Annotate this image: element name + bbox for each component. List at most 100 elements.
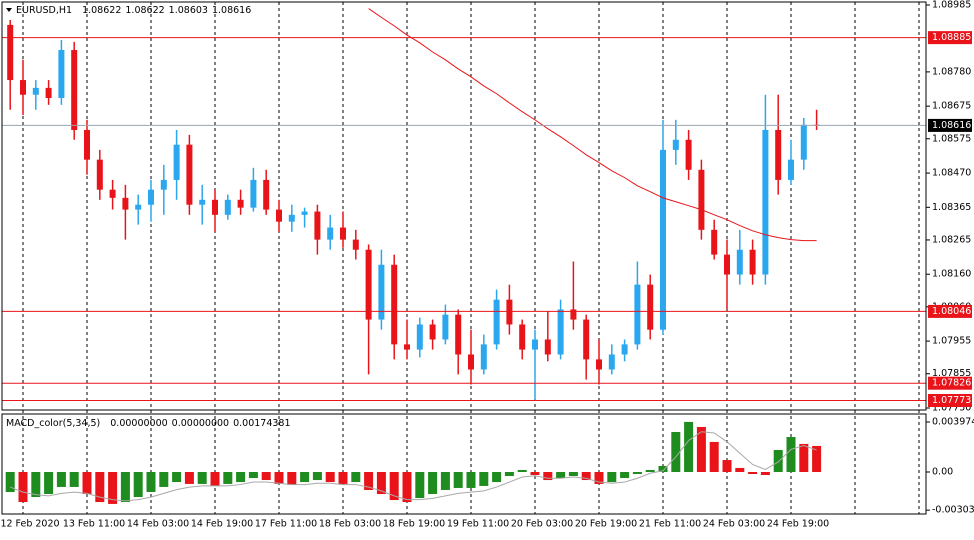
candle-body — [20, 80, 26, 95]
y-tick-label: 0.00 — [932, 466, 953, 477]
macd-plot — [5, 421, 822, 504]
macd-frame — [1, 413, 927, 515]
moving-average — [368, 8, 817, 242]
candle-body — [122, 197, 129, 210]
macd-bar — [376, 471, 386, 494]
macd-bar — [248, 471, 258, 479]
candle-body — [455, 314, 462, 355]
macd-bar — [274, 471, 284, 484]
candle-body — [468, 354, 474, 370]
candle-body — [480, 344, 487, 370]
candle-body — [224, 199, 231, 215]
x-tick-label: 14 Feb 19:00 — [191, 519, 253, 530]
x-tick-label: 24 Feb 03:00 — [703, 519, 765, 530]
macd-bar — [492, 471, 502, 483]
candle-body — [45, 87, 52, 98]
candle-body — [724, 254, 730, 275]
candle-body — [148, 189, 154, 205]
candle-body — [736, 249, 743, 275]
x-tick-label: 24 Feb 19:00 — [767, 519, 829, 530]
macd-bar — [402, 471, 412, 503]
candle-body — [493, 299, 500, 345]
menu-arrow[interactable] — [6, 8, 12, 12]
candle-body — [442, 314, 449, 340]
macd-bar — [620, 471, 630, 479]
macd-bar — [428, 471, 438, 494]
candle-body — [391, 264, 398, 345]
header-value: 0.00000000 — [110, 418, 167, 429]
candle-body — [404, 344, 410, 350]
candle-body — [557, 309, 564, 355]
candle-body — [212, 199, 218, 215]
macd-bar — [466, 471, 476, 488]
macd-bar — [312, 471, 322, 481]
macd-bar — [184, 471, 194, 484]
x-tick-label: 21 Feb 11:00 — [639, 519, 701, 530]
candle-body — [532, 339, 538, 350]
header-value: 0.00000000 — [172, 418, 229, 429]
header-value: 1.08622 — [125, 5, 164, 16]
macd-bar — [530, 471, 540, 476]
macd-bar — [671, 431, 681, 472]
macd-header: MACD_color(5,34,5) 0.00000000 0.00000000 0.… — [6, 418, 291, 429]
candle-body — [135, 204, 142, 210]
candle-body — [519, 324, 526, 350]
macd-bar — [236, 471, 246, 483]
candle-body — [621, 344, 628, 355]
candle-body — [352, 239, 359, 250]
y-tick-label: 1.08575 — [932, 133, 971, 144]
macd-bar — [223, 471, 233, 484]
candle-body — [800, 124, 807, 160]
x-tick-label: 20 Feb 03:00 — [511, 519, 573, 530]
level-tag — [928, 393, 972, 407]
candle-body — [314, 211, 321, 240]
macd-bar — [581, 471, 591, 481]
macd-bar — [95, 471, 105, 503]
macd-bar — [44, 471, 54, 494]
candle-body — [698, 169, 705, 230]
macd-bar — [69, 471, 79, 487]
current-price-tag-label: 1.08616 — [932, 120, 971, 131]
candle-body — [608, 354, 615, 370]
candle-body — [570, 309, 577, 320]
x-tick-label: 17 Feb 11:00 — [255, 519, 317, 530]
candle-body — [263, 179, 270, 210]
y-tick-label: 1.08675 — [932, 101, 971, 112]
header-value: 1.08603 — [169, 5, 208, 16]
macd-bar — [82, 471, 92, 494]
macd-bar — [364, 471, 374, 490]
y-tick-label: 1.07750 — [932, 403, 971, 414]
candle-body — [237, 199, 244, 208]
current-price-tag — [928, 118, 972, 132]
macd-bar — [197, 471, 207, 484]
candle-body — [7, 24, 14, 81]
candle-body — [788, 159, 794, 180]
macd-bar — [261, 471, 271, 481]
macd-bar — [722, 460, 732, 472]
macd-bar — [120, 471, 130, 503]
macd-bar — [108, 471, 118, 504]
candle-body — [634, 284, 641, 345]
macd-bar — [18, 471, 28, 503]
level-tag — [928, 304, 972, 318]
x-tick-label: 18 Feb 19:00 — [383, 519, 445, 530]
level-tag — [928, 31, 972, 45]
candle-body — [365, 249, 372, 320]
candle-body — [84, 129, 90, 160]
candle-body — [506, 299, 513, 325]
macd-bar — [696, 426, 706, 472]
level-tag-label: 1.07773 — [932, 395, 971, 406]
macd-bar — [607, 471, 617, 483]
candle-body — [96, 159, 103, 190]
candle-body — [327, 227, 334, 240]
candle-body — [596, 359, 602, 370]
price-plot — [2, 8, 926, 401]
candle-body — [109, 189, 116, 198]
macd-bar — [146, 471, 156, 492]
symbol-header: EURUSD,H1 1.08622 1.08622 1.08603 1.08616 — [16, 5, 251, 16]
candle-body — [672, 139, 679, 150]
y-tick-label: 0.0039744 — [932, 416, 974, 427]
macd-bar — [760, 471, 770, 476]
